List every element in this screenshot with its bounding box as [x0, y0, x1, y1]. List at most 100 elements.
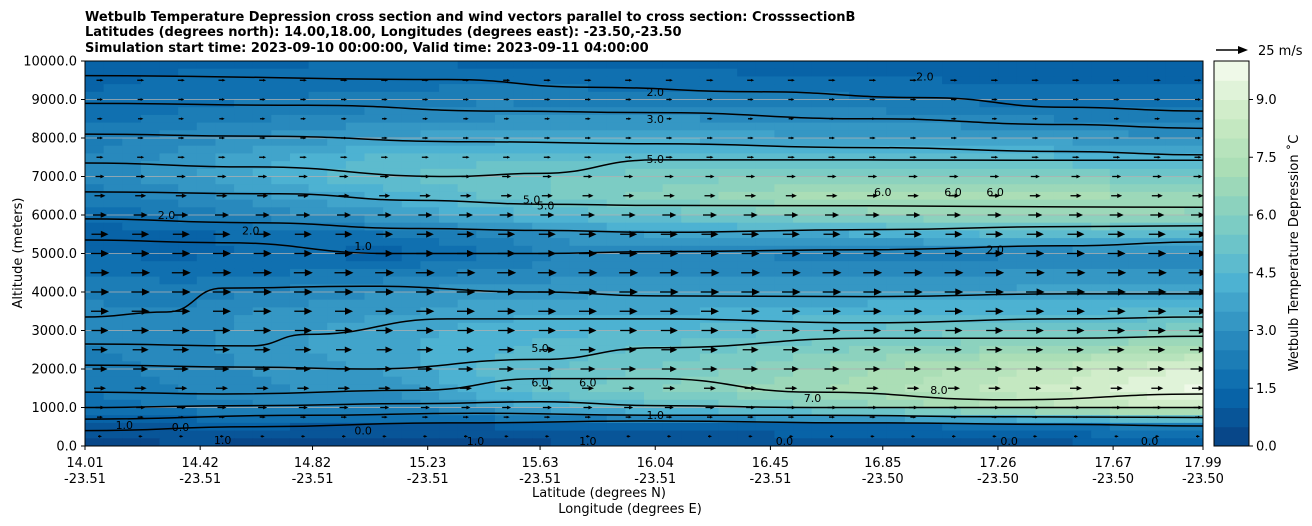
field-cell	[1184, 145, 1203, 154]
wind-vector-head	[670, 249, 679, 258]
wind-vector-head	[425, 155, 429, 159]
field-cell	[122, 422, 142, 432]
field-cell	[569, 245, 589, 255]
field-cell	[532, 207, 552, 216]
field-cell	[1165, 392, 1185, 401]
field-cell	[699, 238, 720, 247]
wind-vector-head	[670, 346, 678, 353]
field-cell	[755, 261, 776, 270]
field-cell	[364, 76, 384, 85]
field-cell	[1147, 261, 1167, 270]
field-cell	[606, 268, 626, 278]
field-cell	[569, 284, 589, 293]
field-cell	[923, 338, 943, 347]
field-cell	[662, 369, 682, 378]
field-cell	[457, 176, 477, 185]
field-cell	[383, 199, 403, 208]
field-cell	[755, 84, 776, 93]
field-cell	[1128, 91, 1148, 101]
wind-vector-head	[263, 155, 267, 159]
field-cell	[140, 153, 161, 162]
field-cell	[383, 407, 403, 416]
field-cell	[122, 292, 142, 301]
field-cell	[942, 238, 962, 247]
wind-vector-head	[547, 136, 551, 140]
field-cell	[923, 430, 943, 439]
field-cell	[215, 153, 235, 162]
wind-vector-head	[954, 385, 960, 391]
field-cell	[774, 130, 794, 139]
field-cell	[252, 145, 272, 154]
field-cell	[811, 330, 831, 339]
field-cell	[345, 292, 366, 301]
field-cell	[345, 284, 366, 293]
wind-vector-head	[262, 117, 266, 121]
wind-vector-head	[425, 385, 432, 391]
field-cell	[140, 207, 161, 216]
field-cell	[588, 292, 608, 301]
x-tick-label-lat: 16.85	[864, 456, 901, 471]
wind-vector-head	[100, 346, 108, 353]
field-cell	[979, 407, 999, 416]
field-cell	[569, 176, 589, 185]
wind-vector-head	[303, 155, 307, 159]
field-cell	[1072, 361, 1092, 370]
wind-vector-head	[873, 307, 882, 315]
wind-vector-head	[344, 136, 347, 140]
field-cell	[569, 130, 589, 139]
field-cell	[271, 230, 291, 239]
field-cell	[401, 430, 421, 439]
field-cell	[830, 153, 850, 162]
field-cell	[588, 153, 608, 162]
wind-vector-head	[1157, 98, 1161, 101]
field-cell	[252, 415, 272, 424]
wind-vector-head	[506, 415, 510, 419]
field-cell	[308, 176, 328, 185]
contour-line	[85, 335, 1203, 370]
field-cell	[606, 61, 626, 70]
wind-vector-head	[507, 78, 511, 82]
field-cell	[289, 353, 310, 362]
field-cell	[1184, 430, 1203, 439]
wind-vector-head	[954, 193, 960, 198]
field-cell	[85, 330, 105, 339]
field-cell	[308, 207, 328, 216]
wind-vector-head	[628, 117, 632, 121]
field-cell	[364, 91, 384, 101]
colorbar-level	[1214, 426, 1249, 447]
field-cell	[1091, 76, 1111, 85]
field-cell	[681, 84, 701, 93]
field-cell	[122, 222, 142, 231]
contour-label: 3.0	[646, 113, 664, 126]
field-cell	[793, 338, 813, 347]
field-cell	[1109, 438, 1130, 446]
wind-vector-head	[1158, 307, 1167, 315]
field-cell	[103, 176, 123, 185]
field-cell	[1091, 338, 1111, 347]
field-cell	[1072, 107, 1092, 116]
wind-vector-head	[1035, 136, 1039, 140]
field-cell	[364, 153, 384, 162]
field-cell	[159, 199, 179, 208]
field-cell	[960, 307, 980, 316]
field-cell	[1165, 307, 1185, 316]
field-cell	[234, 130, 254, 139]
wind-vector-head	[425, 415, 429, 419]
field-cell	[252, 84, 272, 93]
field-cell	[513, 338, 533, 347]
wind-vector-head	[263, 405, 268, 410]
field-cell	[960, 138, 980, 147]
field-cell	[1035, 369, 1055, 378]
field-cell	[625, 222, 645, 231]
field-cell	[401, 322, 421, 332]
field-cell	[1016, 369, 1036, 378]
field-cell	[159, 369, 179, 378]
field-cell	[532, 68, 552, 77]
field-cell	[830, 299, 850, 308]
field-cell	[476, 345, 496, 355]
field-cell	[383, 76, 403, 85]
wind-vector-head	[385, 385, 391, 391]
field-cell	[85, 184, 105, 193]
contour-line	[85, 239, 1203, 255]
field-cell	[662, 114, 682, 124]
